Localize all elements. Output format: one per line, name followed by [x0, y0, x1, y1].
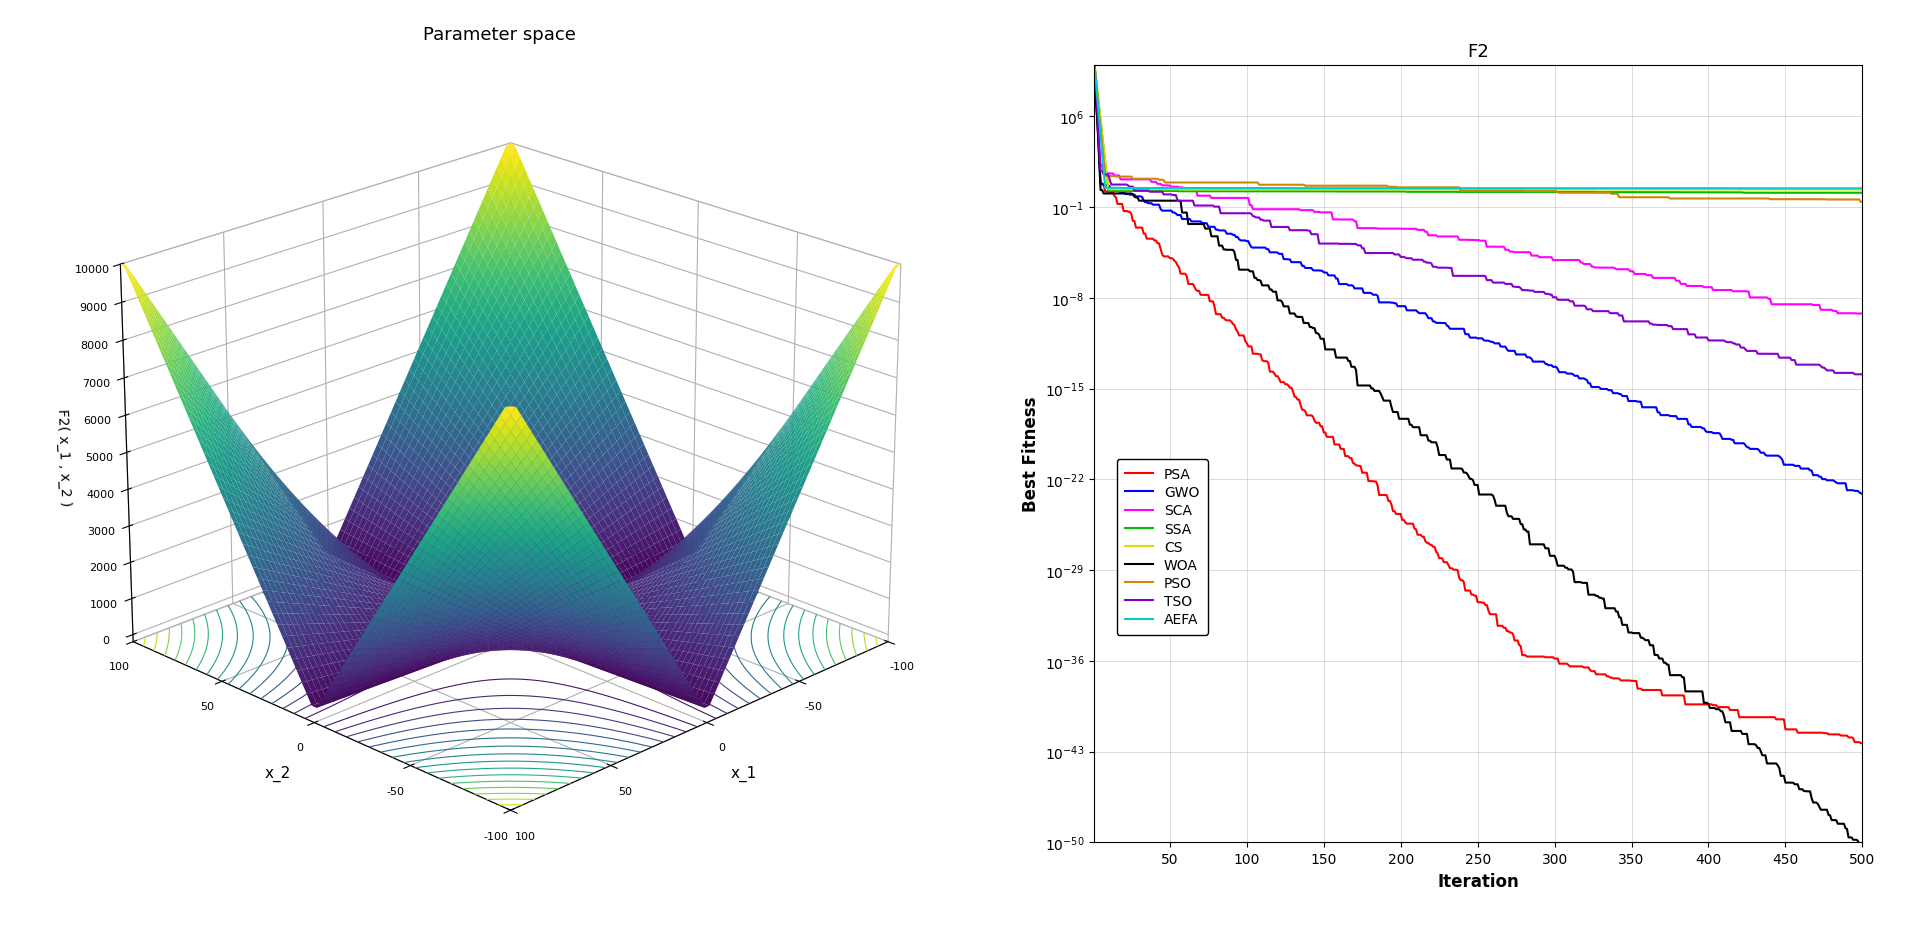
Line: PSO: PSO [1094, 62, 1862, 202]
WOA [1832, 818, 1855, 829]
PSO [1832, 195, 1855, 206]
AEFA [1498, 183, 1521, 195]
GWO [1540, 360, 1563, 372]
AEFA [1452, 183, 1475, 195]
SSA [1834, 188, 1857, 199]
GWO [1713, 433, 1736, 445]
SSA [1540, 187, 1563, 198]
SCA [1083, 56, 1106, 67]
PSA [1713, 702, 1736, 713]
PSA [1540, 652, 1563, 664]
CS [1824, 184, 1847, 196]
TSO [1452, 271, 1475, 282]
PSO [1498, 186, 1521, 197]
WOA [1498, 511, 1521, 522]
Line: SCA: SCA [1094, 62, 1862, 314]
SCA [1540, 253, 1563, 264]
TSO [1498, 279, 1521, 290]
WOA [1851, 840, 1874, 851]
PSA [1083, 53, 1106, 65]
WOA [1713, 710, 1736, 722]
PSO [1849, 197, 1872, 208]
PSO [1448, 183, 1471, 194]
Line: WOA: WOA [1094, 67, 1862, 845]
PSA [1448, 573, 1471, 584]
X-axis label: Iteration: Iteration [1438, 871, 1519, 889]
SSA [1448, 187, 1471, 198]
AEFA [1834, 183, 1857, 195]
GWO [1448, 324, 1471, 335]
AEFA [1448, 183, 1471, 195]
SSA [1083, 60, 1106, 71]
Y-axis label: Best Fitness: Best Fitness [1021, 396, 1039, 512]
SCA [1851, 309, 1874, 320]
TSO [1083, 59, 1106, 70]
SSA [1498, 187, 1521, 198]
PSO [1083, 56, 1106, 67]
AEFA [1083, 60, 1106, 71]
SSA [1713, 187, 1736, 198]
Y-axis label: x_2: x_2 [265, 765, 290, 781]
GWO [1498, 345, 1521, 357]
TSO [1540, 289, 1563, 300]
PSO [1713, 194, 1736, 205]
CS [1851, 184, 1874, 196]
Line: AEFA: AEFA [1094, 66, 1862, 189]
SCA [1452, 235, 1475, 246]
PSO [1851, 197, 1874, 208]
X-axis label: x_1: x_1 [732, 765, 756, 781]
PSA [1498, 627, 1521, 638]
CS [1834, 184, 1857, 196]
SSA [1452, 187, 1475, 198]
AEFA [1713, 183, 1736, 195]
WOA [1849, 840, 1872, 851]
GWO [1851, 489, 1874, 500]
SCA [1713, 285, 1736, 297]
PSA [1832, 730, 1855, 741]
AEFA [1540, 183, 1563, 195]
AEFA [1851, 183, 1874, 195]
Line: CS: CS [1094, 66, 1862, 190]
WOA [1083, 62, 1106, 73]
PSA [1452, 577, 1475, 588]
SCA [1448, 235, 1471, 246]
SSA [1732, 188, 1755, 199]
CS [1448, 184, 1471, 196]
CS [1452, 184, 1475, 196]
Line: SSA: SSA [1094, 66, 1862, 194]
CS [1540, 184, 1563, 196]
Title: Parameter space: Parameter space [422, 26, 576, 44]
Legend: PSA, GWO, SCA, SSA, CS, WOA, PSO, TSO, AEFA: PSA, GWO, SCA, SSA, CS, WOA, PSO, TSO, A… [1117, 460, 1208, 636]
SCA [1832, 308, 1855, 319]
TSO [1713, 335, 1736, 346]
PSO [1452, 186, 1475, 197]
GWO [1083, 56, 1106, 67]
PSA [1851, 738, 1874, 749]
Line: GWO: GWO [1094, 62, 1862, 494]
TSO [1832, 368, 1855, 379]
WOA [1540, 550, 1563, 562]
Title: F2: F2 [1467, 43, 1490, 61]
TSO [1851, 370, 1874, 381]
WOA [1452, 467, 1475, 478]
GWO [1452, 324, 1475, 335]
TSO [1448, 271, 1471, 282]
CS [1713, 184, 1736, 196]
CS [1498, 184, 1521, 196]
SCA [1498, 247, 1521, 258]
PSO [1540, 186, 1563, 197]
PSA [1849, 738, 1872, 749]
SSA [1851, 188, 1874, 199]
SCA [1845, 309, 1868, 320]
TSO [1843, 370, 1866, 381]
Line: PSA: PSA [1094, 59, 1862, 743]
GWO [1832, 478, 1855, 490]
CS [1083, 60, 1106, 71]
WOA [1448, 463, 1471, 475]
Line: TSO: TSO [1094, 65, 1862, 375]
AEFA [1786, 183, 1809, 195]
